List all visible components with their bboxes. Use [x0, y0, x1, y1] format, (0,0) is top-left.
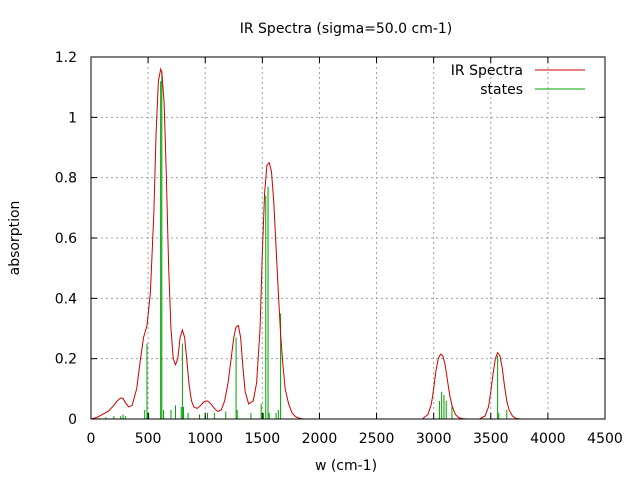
x-tick-label: 2000 — [302, 431, 338, 447]
y-tick-label: 1.2 — [55, 50, 77, 66]
y-tick-label: 0.8 — [55, 171, 77, 187]
y-tick-label: 0.2 — [55, 352, 77, 368]
x-tick-label: 3500 — [473, 431, 509, 447]
ir-spectra-curve — [90, 67, 583, 420]
chart-title: IR Spectra (sigma=50.0 cm-1) — [240, 21, 453, 37]
axis-tick-labels: 0 500 1000 1500 2000 2500 3000 3500 4000 4500 0 0.2… — [55, 50, 623, 447]
legend-label-ir-spectra: IR Spectra — [451, 63, 523, 79]
x-tick-label: 1500 — [245, 431, 281, 447]
x-axis-label: w (cm-1) — [315, 458, 377, 474]
y-tick-label: 0.6 — [55, 231, 77, 247]
states-sticks — [98, 72, 508, 419]
x-tick-label: 1000 — [187, 431, 223, 447]
y-tick-label: 0.4 — [55, 291, 77, 307]
gridlines — [91, 57, 605, 419]
y-axis-label: absorption — [7, 201, 23, 276]
legend: IR Spectra states — [451, 63, 585, 98]
x-tick-label: 2500 — [359, 431, 395, 447]
x-tick-label: 3000 — [416, 431, 452, 447]
axis-ticks — [90, 56, 606, 420]
y-tick-label: 1 — [68, 110, 77, 126]
y-tick-label: 0 — [68, 412, 77, 428]
legend-label-states: states — [480, 82, 523, 98]
x-tick-label: 500 — [135, 431, 162, 447]
x-tick-label: 4000 — [530, 431, 566, 447]
x-tick-label: 0 — [87, 431, 96, 447]
x-tick-label: 4500 — [587, 431, 623, 447]
